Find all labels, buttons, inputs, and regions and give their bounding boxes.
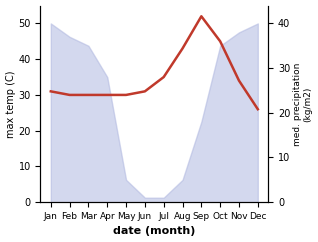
Y-axis label: max temp (C): max temp (C) xyxy=(5,70,16,138)
Y-axis label: med. precipitation
(kg/m2): med. precipitation (kg/m2) xyxy=(293,62,313,145)
X-axis label: date (month): date (month) xyxy=(113,227,196,236)
